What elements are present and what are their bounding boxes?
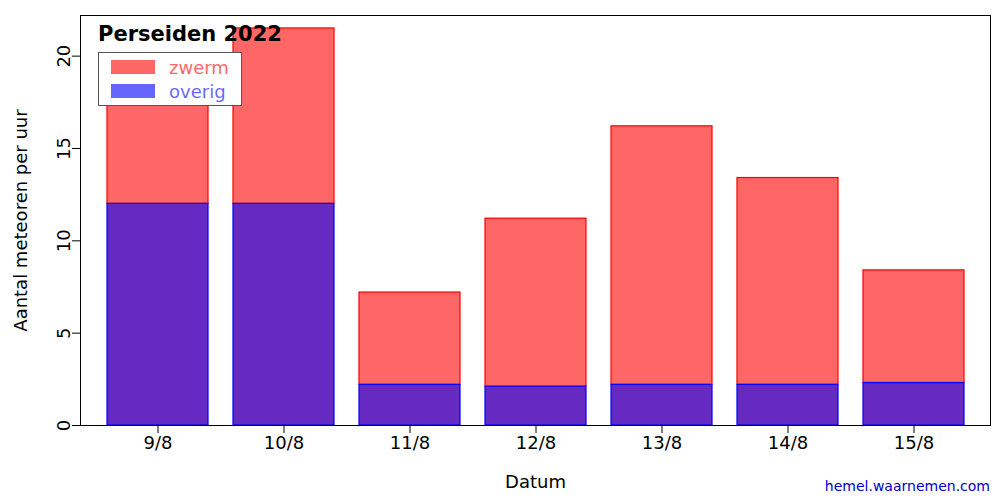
html-text:hemel.waarnemen.com: hemel.waarnemen.com bbox=[824, 478, 990, 494]
svg-text:9/8: 9/8 bbox=[144, 432, 173, 453]
svg-text:12/8: 12/8 bbox=[516, 432, 556, 453]
svg-text:10: 10 bbox=[53, 229, 74, 252]
html-text:Perseiden 2022: Perseiden 2022 bbox=[98, 22, 282, 46]
svg-text:14/8: 14/8 bbox=[768, 432, 808, 453]
svg-text:20: 20 bbox=[53, 45, 74, 68]
svg-text:15/8: 15/8 bbox=[894, 432, 934, 453]
svg-text:Aantal meteoren per uur: Aantal meteoren per uur bbox=[10, 109, 31, 332]
svg-text:15: 15 bbox=[53, 137, 74, 160]
html-text:zwerm: zwerm bbox=[169, 56, 229, 78]
svg-text:Datum: Datum bbox=[505, 471, 566, 492]
svg-text:10/8: 10/8 bbox=[264, 432, 304, 453]
svg-text:11/8: 11/8 bbox=[390, 432, 430, 453]
svg-text:5: 5 bbox=[53, 327, 74, 338]
svg-text:13/8: 13/8 bbox=[642, 432, 682, 453]
html-text:overig: overig bbox=[169, 80, 226, 102]
svg-text:0: 0 bbox=[53, 420, 74, 431]
